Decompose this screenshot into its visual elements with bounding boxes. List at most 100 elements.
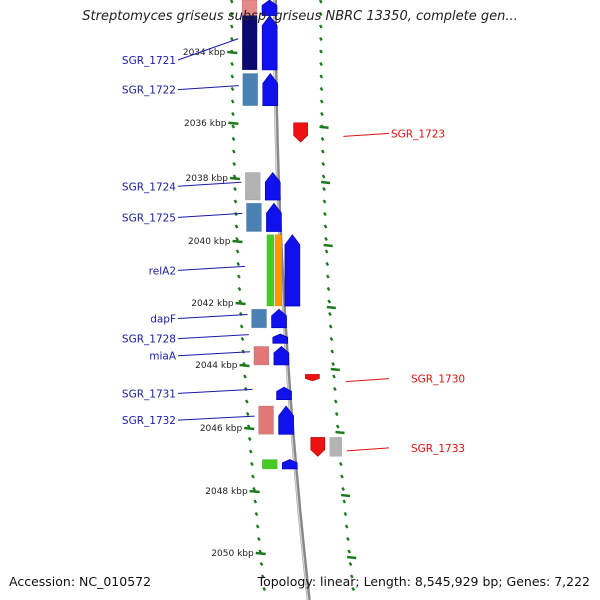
gene-leader-line <box>345 378 390 383</box>
tick-ring-outer-dash <box>346 536 350 542</box>
cds-arrow-forward <box>273 346 290 366</box>
tick-ring-inner-dash <box>245 411 250 417</box>
tick-ring-inner-dash <box>230 36 234 42</box>
scale-label: 2046 kbp <box>200 424 243 434</box>
tick-ring-inner-dash <box>253 499 258 504</box>
gene-leader-line <box>177 265 245 271</box>
cds-arrow-forward <box>281 459 298 470</box>
tick-ring-inner-dash <box>230 86 235 92</box>
scale-tick-major <box>255 551 266 556</box>
tick-ring-outer-dash <box>326 274 330 279</box>
scale-tick-outer <box>330 367 340 372</box>
scale-tick-major <box>239 363 250 368</box>
tick-ring-inner-dash <box>231 111 235 117</box>
tick-ring-outer-dash <box>343 511 348 517</box>
tick-ring-outer-dash <box>321 161 326 167</box>
scale-tick-outer <box>347 555 357 560</box>
gene-label-miaA: miaA <box>149 351 177 363</box>
gene-annotation-block <box>261 459 278 470</box>
scale-tick-major <box>235 301 246 306</box>
gene-label-SGR_1724: SGR_1724 <box>122 181 176 193</box>
tick-ring-inner-dash <box>231 124 236 129</box>
tick-ring-outer-dash <box>335 424 340 429</box>
tick-ring-inner-dash <box>234 224 239 229</box>
tick-ring-inner-dash <box>232 149 236 154</box>
scale-label: 2042 kbp <box>191 299 234 309</box>
tick-ring-outer-dash <box>319 49 323 54</box>
tick-ring-outer-dash <box>322 199 327 204</box>
tick-ring-outer-dash <box>348 561 353 567</box>
tick-ring-inner-dash <box>229 24 234 29</box>
scale-label: 2040 kbp <box>188 237 231 247</box>
gene-leader-line <box>177 85 239 91</box>
tick-ring-inner-dash <box>243 374 247 379</box>
tick-ring-outer-dash <box>328 311 332 317</box>
gene-annotation-block <box>274 234 283 307</box>
tick-ring-outer-dash <box>318 0 323 4</box>
tick-ring-outer-dash <box>342 499 347 504</box>
tick-ring-outer-dash <box>320 136 325 142</box>
tick-ring-inner-dash <box>240 336 245 342</box>
gene-annotation-block <box>329 437 343 457</box>
tick-ring-outer-dash <box>329 336 334 342</box>
gene-annotation-block <box>246 202 262 232</box>
gene-label-SGR_1730: SGR_1730 <box>411 374 465 386</box>
cds-arrow-forward <box>271 308 287 329</box>
gene-label-dapF: dapF <box>150 314 176 326</box>
gene-leader-line <box>177 314 248 319</box>
cds-arrow-forward <box>276 386 292 400</box>
scale-tick-major <box>227 50 238 55</box>
gene-annotation-block <box>244 172 261 201</box>
tick-ring-outer-dash <box>330 349 335 354</box>
tick-ring-inner-dash <box>233 186 237 192</box>
tick-ring-inner-dash <box>247 436 252 442</box>
gene-leader-line <box>177 351 250 357</box>
gene-leader-line <box>177 212 243 218</box>
map-title: Streptomyces griseus subsp. griseus NBRC… <box>82 9 518 24</box>
tick-ring-inner-dash <box>257 536 261 542</box>
tick-ring-outer-dash <box>341 486 345 492</box>
tick-ring-outer-dash <box>347 549 352 554</box>
tick-ring-outer-dash <box>319 36 323 42</box>
cds-arrow-reverse <box>310 437 326 457</box>
tick-ring-inner-dash <box>237 274 241 279</box>
tick-ring-outer-dash <box>324 249 329 254</box>
gene-annotation-block <box>266 234 275 307</box>
tick-ring-outer-dash <box>318 11 323 17</box>
tick-ring-outer-dash <box>344 524 349 529</box>
tick-ring-inner-dash <box>235 249 240 254</box>
gene-leader-line <box>177 334 249 340</box>
tick-ring-outer-dash <box>328 324 333 329</box>
cds-arrow-forward <box>261 0 278 16</box>
scale-label: 2044 kbp <box>195 361 238 371</box>
tick-ring-outer-dash <box>334 411 339 417</box>
tick-ring-outer-dash <box>319 86 324 92</box>
gene-leader-line <box>177 388 253 394</box>
gene-label-relA2: relA2 <box>149 265 176 277</box>
tick-ring-inner-dash <box>229 0 234 4</box>
scale-tick-outer <box>320 180 331 185</box>
tick-ring-inner-dash <box>230 74 235 79</box>
tick-ring-outer-dash <box>333 399 338 404</box>
scale-label: 2048 kbp <box>205 487 248 497</box>
tick-ring-inner-dash <box>233 199 238 204</box>
tick-ring-inner-dash <box>231 136 236 142</box>
gene-label-SGR_1725: SGR_1725 <box>122 212 176 224</box>
tick-ring-inner-dash <box>237 286 242 292</box>
scale-tick-major <box>232 239 243 244</box>
tick-ring-outer-dash <box>350 574 354 579</box>
tick-ring-outer-dash <box>326 286 331 292</box>
gene-label-SGR_1728: SGR_1728 <box>122 334 176 346</box>
tick-ring-inner-dash <box>229 11 234 17</box>
tick-ring-inner-dash <box>230 61 234 67</box>
cds-arrow-forward <box>261 15 278 71</box>
gene-annotation-block <box>241 15 258 71</box>
tick-ring-outer-dash <box>327 299 332 304</box>
scale-tick-major <box>249 489 260 494</box>
tick-ring-outer-dash <box>318 24 323 29</box>
gene-annotation-block <box>258 405 274 435</box>
tick-ring-outer-dash <box>339 461 343 467</box>
tick-ring-outer-dash <box>323 211 327 217</box>
cds-arrow-reverse <box>305 374 320 382</box>
